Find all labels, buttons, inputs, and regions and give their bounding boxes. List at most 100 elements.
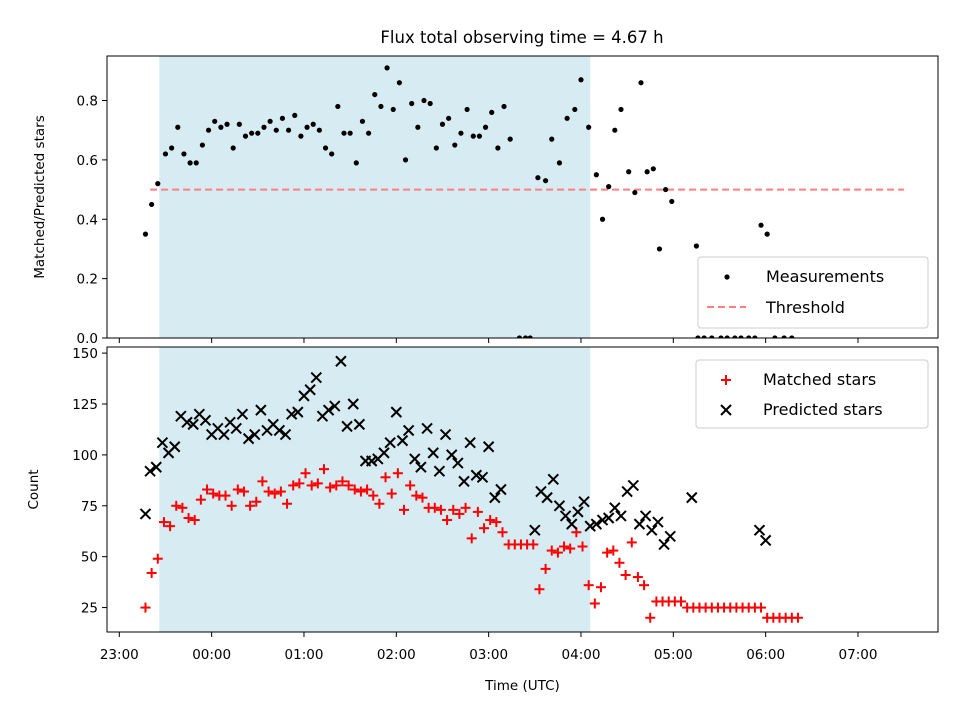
measurement-point [626, 169, 632, 175]
predicted-stars-point [627, 479, 640, 492]
measurement-point [212, 118, 218, 124]
legend-predicted-marker [720, 404, 732, 416]
measurement-point [669, 198, 675, 205]
matched-stars-point [399, 504, 410, 515]
predicted-stars-point [150, 461, 162, 473]
predicted-stars-point [482, 441, 495, 453]
measurement-point [199, 142, 206, 148]
predicted-stars-point [559, 510, 572, 522]
measurement-point [542, 178, 549, 184]
matched-stars-point [263, 486, 274, 497]
x-tick-label: 04:00 [562, 647, 601, 663]
predicted-stars-point [446, 449, 458, 461]
matched-stars-point [583, 580, 594, 591]
matched-stars-point [454, 508, 465, 519]
measurement-point [656, 246, 663, 252]
predicted-stars-point [169, 441, 181, 453]
matched-stars-point [349, 484, 360, 495]
measurement-point [366, 130, 372, 136]
measurement-point [458, 130, 464, 136]
x-axis-label: Time (UTC) [484, 678, 560, 694]
x-tick-label: 23:00 [100, 647, 139, 663]
matched-stars-point [411, 490, 422, 501]
matched-stars-point [183, 513, 194, 523]
legend-box [697, 256, 929, 329]
matched-stars-point [202, 484, 213, 495]
measurement-point [162, 151, 169, 157]
measurement-point [718, 335, 724, 338]
matched-stars-point [140, 602, 151, 613]
matched-stars-point [158, 517, 169, 528]
matched-stars-point [435, 504, 446, 515]
axes-frame [106, 346, 939, 633]
predicted-stars-point [409, 453, 421, 465]
measurement-point [535, 175, 541, 181]
matched-stars-point [325, 482, 336, 493]
measurement-point [267, 118, 273, 124]
measurement-point [663, 186, 669, 193]
predicted-stars-point [553, 500, 566, 512]
measurement-point [764, 231, 770, 237]
predicted-stars-point [584, 520, 596, 532]
predicted-stars-point [433, 465, 446, 477]
matched-stars-point [312, 478, 323, 489]
matched-stars-point [479, 523, 490, 534]
measurement-point [752, 335, 758, 338]
matched-stars-point [442, 515, 453, 526]
measurement-point [142, 231, 149, 237]
matched-stars-point [275, 486, 286, 497]
measurement-point [556, 160, 563, 166]
measurement-point [482, 124, 489, 130]
matched-stars-point [269, 488, 280, 499]
matched-stars-point [232, 484, 243, 495]
measurement-point [758, 222, 764, 228]
measurement-point [261, 124, 267, 130]
measurement-point [255, 130, 261, 136]
matched-stars-point [300, 468, 311, 479]
measurement-point [772, 335, 778, 338]
measurement-point [501, 103, 507, 110]
axes-frame [106, 55, 939, 339]
predicted-stars-point [658, 538, 670, 551]
measurement-point [724, 335, 730, 338]
measurement-point [175, 124, 181, 130]
measurement-point [341, 130, 347, 136]
predicted-stars-point [285, 408, 298, 420]
predicted-stars-point [541, 491, 553, 504]
predicted-stars-point [341, 420, 353, 433]
matched-stars-point [632, 572, 643, 583]
measurement-point [218, 124, 224, 130]
measurement-point [606, 184, 612, 190]
measurement-point [693, 243, 699, 249]
measurement-point [632, 189, 638, 196]
measurement-point [187, 160, 193, 166]
legend: Measurements Threshold [697, 256, 929, 329]
measurement-point [516, 335, 523, 338]
measurement-point [549, 136, 555, 142]
measurement-point [402, 157, 409, 163]
predicted-stars-point [236, 408, 249, 420]
measurement-point [298, 133, 304, 139]
measurement-point [378, 103, 384, 110]
predicted-stars-point [652, 516, 664, 528]
measurement-point [650, 166, 656, 172]
y-tick-label: 150 [72, 346, 98, 362]
measurement-point [205, 127, 212, 133]
predicted-stars-point [633, 518, 646, 530]
x-tick-label: 03:00 [469, 647, 508, 663]
predicted-stars-point [292, 406, 304, 418]
matched-stars-point [497, 527, 508, 538]
matched-stars-point [608, 545, 619, 556]
matched-stars-point [368, 490, 379, 501]
legend: Matched stars Predicted stars [695, 359, 929, 429]
matched-stars-point [595, 582, 606, 593]
measurement-point [169, 145, 175, 151]
measurement-point [612, 127, 618, 133]
matched-stars-point [380, 472, 391, 483]
matched-stars-point [552, 547, 563, 558]
matched-stars-point [282, 498, 293, 509]
legend-measurements-marker [724, 274, 730, 280]
matched-stars-point [620, 570, 631, 580]
matched-stars-point [448, 504, 459, 515]
measurement-point [732, 335, 738, 338]
